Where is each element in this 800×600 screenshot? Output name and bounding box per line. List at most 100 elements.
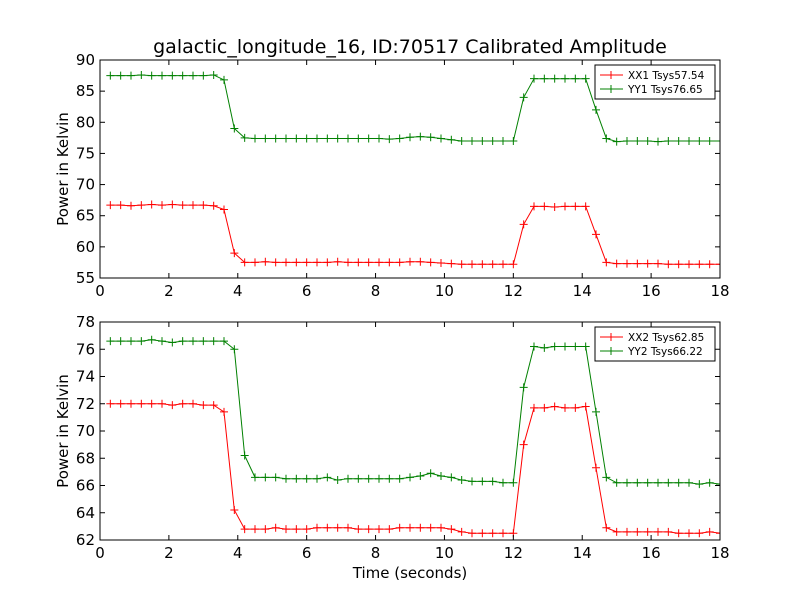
data-point-0-0-47	[592, 230, 600, 239]
data-point-0-1-38	[499, 136, 507, 145]
data-point-0-0-17	[282, 258, 290, 267]
data-point-0-0-5	[158, 201, 166, 210]
data-point-0-0-18	[292, 258, 301, 267]
data-point-1-1-3	[137, 337, 146, 346]
data-point-1-1-51	[633, 478, 642, 487]
data-point-0-0-54	[664, 260, 673, 269]
data-point-0-1-39	[509, 136, 518, 145]
data-point-0-1-0	[106, 71, 115, 80]
data-point-0-1-46	[581, 74, 590, 83]
data-point-1-0-3	[137, 399, 146, 408]
data-point-1-0-8	[189, 399, 197, 408]
data-point-0-0-53	[654, 259, 662, 268]
data-point-1-0-49	[612, 527, 621, 536]
x-tick-label-1-2: 4	[233, 544, 243, 562]
data-point-0-1-27	[385, 135, 394, 144]
legend-label-1-1: YY2 Tsys66.22	[627, 346, 703, 358]
y-axis-label-1: Power in Kelvin	[54, 374, 72, 488]
data-point-0-1-13	[240, 133, 249, 142]
data-point-0-1-42	[540, 74, 549, 83]
data-point-1-1-57	[695, 480, 704, 489]
data-point-1-1-10	[209, 337, 218, 346]
data-point-0-1-33	[447, 135, 456, 144]
y-tick-label-1-1: 64	[76, 504, 95, 522]
data-point-0-1-14	[251, 134, 259, 143]
data-point-1-1-44	[561, 342, 569, 351]
data-point-0-0-45	[571, 202, 580, 211]
data-point-0-0-35	[468, 260, 476, 269]
data-point-0-0-8	[189, 201, 197, 210]
data-point-1-1-15	[261, 473, 270, 482]
data-point-1-1-7	[178, 337, 187, 346]
y-tick-label-0-7: 90	[76, 51, 95, 69]
data-point-0-1-56	[685, 136, 693, 145]
data-point-1-1-34	[457, 476, 466, 485]
data-point-1-0-6	[168, 401, 177, 410]
data-point-0-1-35	[468, 136, 476, 145]
data-point-0-1-32	[437, 134, 445, 143]
top-subplot: 0 2 4 6 8 10 12 14 16 18 55 60 65 70 75 80 85 90 Power in …	[54, 51, 730, 300]
data-point-0-1-44	[561, 74, 569, 83]
data-point-1-0-9	[199, 401, 208, 410]
legend-label-1-0: XX2 Tsys62.85	[628, 332, 704, 344]
legend-box-0	[594, 64, 716, 100]
data-point-0-0-36	[478, 260, 487, 269]
data-point-0-0-15	[261, 257, 270, 266]
data-point-1-1-54	[664, 478, 673, 487]
data-point-1-0-51	[633, 527, 642, 536]
data-point-0-1-51	[633, 136, 642, 145]
data-point-1-1-4	[147, 335, 156, 344]
data-point-1-1-45	[571, 342, 580, 351]
data-point-0-0-37	[488, 260, 497, 269]
data-point-0-0-19	[302, 258, 311, 267]
y-tick-label-1-4: 70	[76, 422, 95, 440]
data-point-0-1-57	[695, 136, 704, 145]
y-tick-label-0-6: 85	[76, 82, 95, 100]
data-point-0-0-43	[550, 202, 559, 211]
data-point-1-0-20	[313, 523, 321, 532]
data-point-1-0-11	[220, 407, 228, 416]
data-point-1-1-26	[375, 474, 383, 483]
x-tick-label-1-9: 18	[710, 544, 729, 562]
data-point-1-0-44	[561, 403, 569, 412]
data-point-1-1-12	[230, 345, 239, 354]
data-point-1-1-6	[168, 338, 177, 347]
data-point-1-0-58	[705, 527, 714, 536]
data-point-0-1-24	[354, 134, 363, 143]
data-point-0-0-40	[519, 220, 528, 229]
data-point-1-1-5	[158, 337, 166, 346]
data-point-1-1-19	[302, 474, 311, 483]
data-point-1-0-25	[364, 525, 373, 534]
data-point-1-0-30	[416, 523, 425, 532]
data-point-0-0-34	[457, 260, 466, 269]
data-point-1-1-50	[623, 478, 631, 487]
data-point-0-0-46	[581, 202, 590, 211]
data-point-0-0-56	[685, 260, 693, 269]
data-point-1-1-11	[220, 337, 228, 346]
data-point-1-1-46	[581, 342, 590, 351]
data-point-0-0-52	[643, 259, 652, 268]
data-point-1-0-43	[550, 402, 559, 411]
x-tick-label-1-0: 0	[95, 544, 105, 562]
data-point-1-0-29	[406, 523, 414, 532]
data-point-0-1-10	[209, 70, 218, 79]
data-point-0-0-57	[695, 260, 704, 269]
data-point-1-1-32	[437, 471, 445, 480]
x-tick-label-0-9: 18	[710, 282, 729, 300]
data-point-1-0-16	[271, 523, 280, 532]
data-point-0-0-20	[313, 258, 321, 267]
data-point-0-1-15	[261, 134, 270, 143]
y-tick-label-1-7: 76	[76, 340, 95, 358]
data-point-0-1-40	[519, 93, 528, 102]
data-point-0-0-0	[106, 201, 115, 210]
data-point-0-0-29	[406, 257, 414, 266]
data-point-1-1-0	[106, 337, 115, 346]
data-point-0-1-31	[426, 133, 435, 142]
data-point-1-0-0	[106, 399, 115, 408]
data-point-0-0-50	[623, 259, 631, 268]
data-point-0-1-26	[375, 134, 383, 143]
data-point-1-0-19	[302, 525, 311, 534]
data-point-1-0-23	[344, 523, 352, 532]
